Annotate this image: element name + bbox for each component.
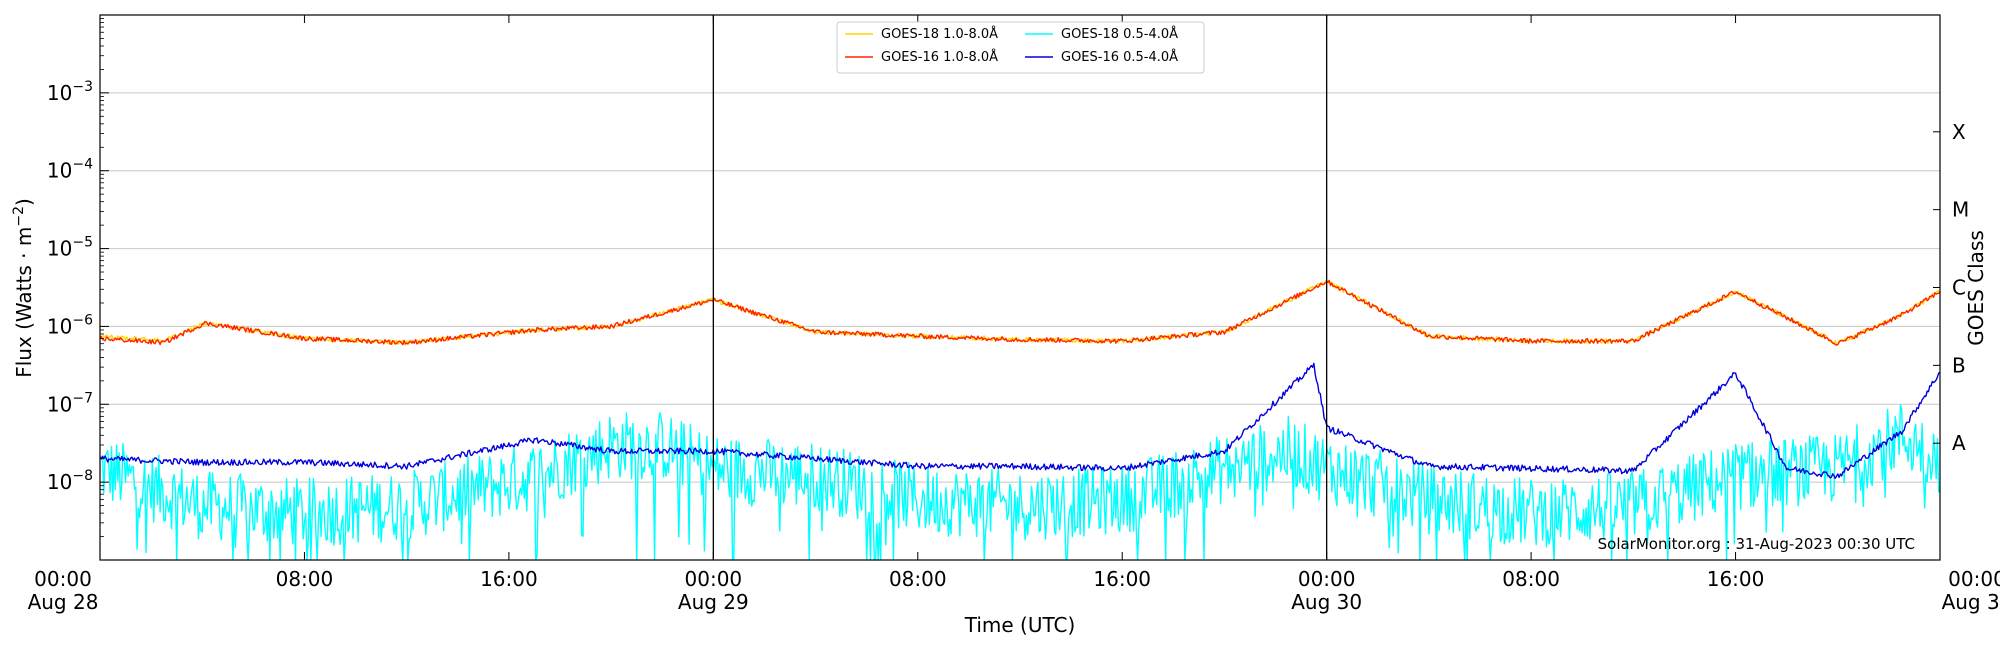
- y-axis-title-exponent: −2: [11, 206, 27, 227]
- series-line: [99, 279, 1941, 346]
- right-axis-title: GOES Class: [1964, 230, 1988, 346]
- legend-label: GOES-18 1.0-8.0Å: [881, 26, 998, 42]
- legend-label: GOES-16 1.0-8.0Å: [881, 49, 998, 65]
- legend-label: GOES-18 0.5-4.0Å: [1061, 26, 1178, 42]
- x-axis-title: Time (UTC): [964, 613, 1076, 637]
- y-tick-label: 10−3: [47, 79, 93, 105]
- x-tick-label: 08:00: [1502, 567, 1560, 591]
- x-tick-label: 00:00: [1298, 567, 1356, 591]
- y-tick-label: 10−5: [47, 235, 93, 261]
- legend-label: GOES-16 0.5-4.0Å: [1061, 49, 1178, 65]
- x-tick-label: 16:00: [1707, 567, 1765, 591]
- x-tick-date-label: Aug 31: [1942, 590, 2000, 614]
- x-tick-date-label: Aug 29: [678, 590, 749, 614]
- series-layer: [99, 279, 1941, 561]
- y-axis-title-main: Flux (Watts · m: [12, 227, 36, 378]
- goes-class-axis: A B C M X: [1933, 120, 1969, 455]
- x-tick-label: 08:00: [276, 567, 334, 591]
- goes-class-label: A: [1952, 431, 1966, 455]
- goes-class-label: B: [1952, 353, 1966, 377]
- x-tick-label: 16:00: [1093, 567, 1151, 591]
- y-tick-label: 10−4: [47, 157, 93, 183]
- y-axis-title-close: ): [12, 198, 36, 206]
- series-line: [99, 362, 1941, 479]
- credit-text: SolarMonitor.org : 31-Aug-2023 00:30 UTC: [1598, 535, 1915, 553]
- y-axis-ticks: 10−8 10−7 10−6 10−5 10−4 10−3: [47, 18, 109, 537]
- goes-class-label: M: [1952, 198, 1969, 222]
- y-tick-label: 10−7: [47, 390, 93, 416]
- y-axis-title: Flux (Watts · m−2): [11, 198, 36, 378]
- x-tick-label: 00:00: [34, 567, 92, 591]
- legend: GOES-18 1.0-8.0Å GOES-16 1.0-8.0Å GOES-18 …: [836, 21, 1205, 74]
- goes-class-label: C: [1952, 276, 1966, 300]
- x-tick-label: 16:00: [480, 567, 538, 591]
- x-tick-date-label: Aug 28: [28, 590, 99, 614]
- legend-box: [836, 21, 1205, 74]
- series-line: [99, 404, 1941, 561]
- grid-lines: [100, 92, 1940, 483]
- y-tick-label: 10−8: [47, 468, 93, 494]
- x-tick-label: 00:00: [1948, 567, 2000, 591]
- x-tick-label: 08:00: [889, 567, 947, 591]
- day-boundary-lines: [712, 15, 1328, 560]
- goes-class-label: X: [1952, 120, 1966, 144]
- x-tick-date-label: Aug 30: [1291, 590, 1362, 614]
- x-tick-label: 00:00: [685, 567, 743, 591]
- y-tick-label: 10−6: [47, 312, 93, 338]
